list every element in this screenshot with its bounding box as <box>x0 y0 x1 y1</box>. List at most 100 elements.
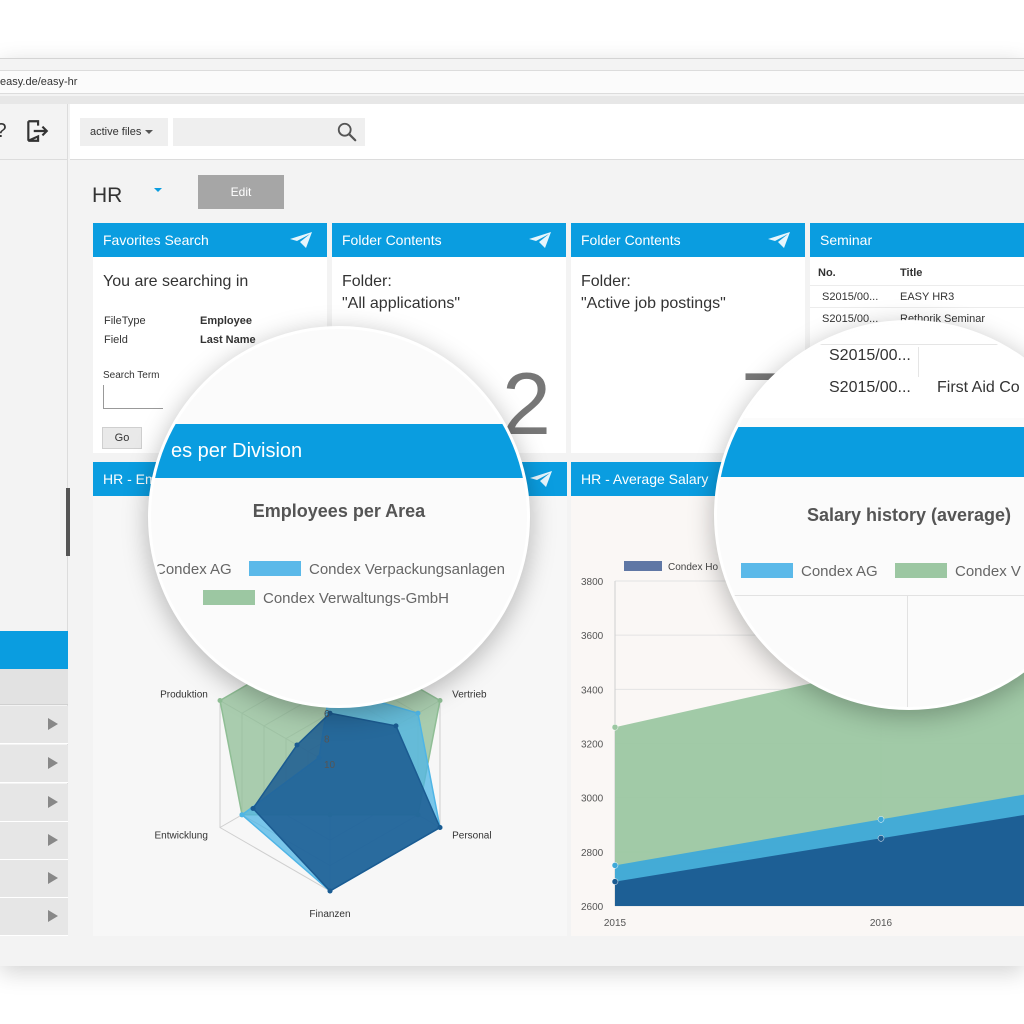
radar-point[interactable] <box>437 698 443 703</box>
salary-point[interactable] <box>877 835 885 842</box>
row-no: S2015/00... <box>822 313 879 325</box>
address-bar[interactable]: easy.de/easy-hr <box>0 70 1024 94</box>
radar-tick-label: 6 <box>324 709 330 720</box>
legend-item[interactable]: Condex AG <box>741 563 878 580</box>
title-dropdown-icon[interactable] <box>148 180 168 200</box>
row-title: EASY HR3 <box>900 291 955 303</box>
arrow-right-icon <box>48 910 58 922</box>
salary-y-tick: 3000 <box>581 794 604 805</box>
search-toolbar: active files <box>70 104 1024 160</box>
salary-point[interactable] <box>611 724 619 731</box>
go-button[interactable]: Go <box>102 427 142 449</box>
radar-point[interactable] <box>294 742 300 748</box>
sidebar-item[interactable] <box>0 860 68 898</box>
lens-header <box>717 427 1024 477</box>
sidebar-item[interactable] <box>0 898 68 936</box>
widget-header: Folder Contents <box>332 223 566 257</box>
legend-item[interactable]: Condex Verwaltungs-GmbH <box>203 590 449 607</box>
filter-dropdown[interactable]: active files <box>80 118 168 146</box>
sidebar-item[interactable] <box>0 822 68 860</box>
row-title: First Aid Co <box>937 379 1020 396</box>
send-icon[interactable] <box>529 470 553 488</box>
radar-category-label: Produktion <box>160 690 208 701</box>
search-icon[interactable] <box>336 121 358 143</box>
salary-point[interactable] <box>611 878 619 885</box>
salary-y-tick: 2600 <box>581 902 604 913</box>
salary-y-tick: 3200 <box>581 740 604 751</box>
radar-point[interactable] <box>393 723 399 729</box>
folder-name: "All applications" <box>342 295 461 312</box>
salary-point[interactable] <box>877 816 885 823</box>
column-header-no[interactable]: No. <box>818 267 836 279</box>
send-icon[interactable] <box>528 231 552 249</box>
column-header-title[interactable]: Title <box>900 267 923 279</box>
legend-item[interactable]: Condex Verpackungsanlagen <box>249 561 505 578</box>
radar-category-label: Vertrieb <box>452 690 487 701</box>
lens-header: es per Division <box>151 424 527 478</box>
salary-y-tick: 3400 <box>581 685 604 696</box>
salary-y-tick: 3600 <box>581 631 604 642</box>
salary-x-tick: 2016 <box>870 918 893 929</box>
legend-item[interactable]: Condex AG <box>155 561 232 578</box>
browser-separator <box>0 96 1024 104</box>
search-term-input[interactable] <box>103 385 163 409</box>
salary-x-tick: 2015 <box>604 918 627 929</box>
radar-point[interactable] <box>415 710 421 716</box>
row-no: S2015/00... <box>829 379 911 396</box>
widget-title: HR - Em <box>103 471 157 487</box>
radar-point[interactable] <box>327 888 333 894</box>
radar-point[interactable] <box>437 825 443 830</box>
gridline <box>907 595 908 707</box>
radar-category-label: Personal <box>452 831 491 842</box>
table-row[interactable]: S2015/00... EASY HR3 <box>810 285 1024 307</box>
row-no: S2015/00... <box>829 347 911 364</box>
radar-point[interactable] <box>327 710 333 716</box>
arrow-right-icon <box>48 872 58 884</box>
salary-point[interactable] <box>611 862 619 869</box>
radar-point[interactable] <box>239 812 245 818</box>
sidebar-header: ? <box>0 104 68 160</box>
legend-label: Condex AG <box>155 561 232 578</box>
radar-tick-label: 10 <box>324 760 336 771</box>
lens-table-area: S2015/00... S2015/00... First Aid Co <box>717 323 1024 418</box>
widget-header: Folder Contents <box>571 223 805 257</box>
widget-title: HR - Average Salary <box>581 471 709 487</box>
table-row[interactable] <box>717 323 1024 345</box>
table-row[interactable]: S2015/00... First Aid Co <box>829 379 1020 397</box>
legend-label: Condex V <box>955 563 1021 580</box>
search-input[interactable] <box>173 118 365 146</box>
sidebar-item[interactable] <box>0 784 68 822</box>
legend-item[interactable]: Condex V <box>895 563 1021 580</box>
logout-icon[interactable] <box>24 118 50 144</box>
sidebar-item-active[interactable] <box>0 631 68 669</box>
row-no: S2015/00... <box>822 291 879 303</box>
legend-swatch <box>203 590 255 605</box>
table-row[interactable]: S2015/00... <box>829 347 919 377</box>
sidebar-item[interactable] <box>0 706 68 744</box>
sidebar-scrollbar[interactable] <box>66 488 70 556</box>
send-icon[interactable] <box>767 231 791 249</box>
widget-title: Favorites Search <box>103 232 209 248</box>
edit-button[interactable]: Edit <box>198 175 284 209</box>
widget-title: Folder Contents <box>342 232 442 248</box>
radar-point[interactable] <box>250 805 256 811</box>
filetype-value: Employee <box>200 315 252 327</box>
radar-category-label: Entwicklung <box>155 831 208 842</box>
folder-label: Folder: <box>581 273 631 290</box>
help-icon[interactable]: ? <box>0 118 14 144</box>
filetype-label: FileType <box>104 315 146 327</box>
salary-area-2[interactable] <box>615 814 1024 906</box>
legend-label: Condex Verwaltungs-GmbH <box>263 590 449 607</box>
sidebar-item[interactable] <box>0 669 68 705</box>
folder-name: "Active job postings" <box>581 295 726 312</box>
sidebar-item[interactable] <box>0 745 68 783</box>
salary-y-tick: 2800 <box>581 848 604 859</box>
search-term-label: Search Term <box>103 370 160 381</box>
legend-swatch <box>895 563 947 578</box>
widget-title: Folder Contents <box>581 232 681 248</box>
radar-point[interactable] <box>217 698 223 703</box>
legend-label[interactable]: Condex Ho <box>668 562 718 573</box>
chevron-down-icon <box>145 130 154 135</box>
sidebar: ? <box>0 104 70 936</box>
send-icon[interactable] <box>289 231 313 249</box>
